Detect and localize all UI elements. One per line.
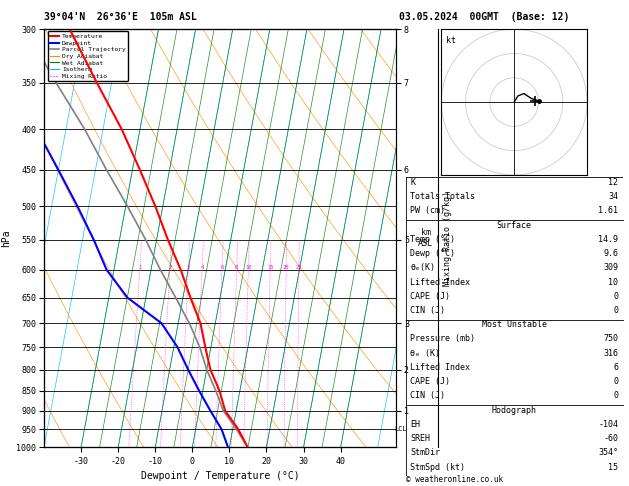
Text: kt: kt	[446, 36, 456, 46]
Text: CIN (J): CIN (J)	[410, 391, 445, 400]
Text: -104: -104	[598, 420, 618, 429]
Text: 20: 20	[283, 265, 289, 270]
Text: 3: 3	[187, 265, 190, 270]
Y-axis label: Mixing Ratio (g/kg): Mixing Ratio (g/kg)	[443, 191, 452, 286]
Text: 25: 25	[296, 265, 302, 270]
Text: CIN (J): CIN (J)	[410, 306, 445, 315]
Text: θₑ(K): θₑ(K)	[410, 263, 435, 272]
Text: 10: 10	[245, 265, 252, 270]
Text: Lifted Index: Lifted Index	[410, 363, 470, 372]
Text: 6: 6	[220, 265, 223, 270]
Text: Temp (°C): Temp (°C)	[410, 235, 455, 244]
Text: Lifted Index: Lifted Index	[410, 278, 470, 287]
Text: Most Unstable: Most Unstable	[482, 320, 547, 329]
Text: StmDir: StmDir	[410, 448, 440, 457]
Text: 03.05.2024  00GMT  (Base: 12): 03.05.2024 00GMT (Base: 12)	[399, 12, 570, 22]
Text: PW (cm): PW (cm)	[410, 207, 445, 215]
Text: SREH: SREH	[410, 434, 430, 443]
Text: Pressure (mb): Pressure (mb)	[410, 334, 475, 344]
Text: 0: 0	[613, 306, 618, 315]
Text: Dewp (°C): Dewp (°C)	[410, 249, 455, 258]
Text: -60: -60	[603, 434, 618, 443]
Text: 1.61: 1.61	[598, 207, 618, 215]
Text: 309: 309	[603, 263, 618, 272]
Text: 9.6: 9.6	[603, 249, 618, 258]
Text: 15: 15	[608, 463, 618, 471]
Text: Hodograph: Hodograph	[492, 406, 537, 415]
Text: CAPE (J): CAPE (J)	[410, 377, 450, 386]
Text: K: K	[410, 178, 415, 187]
Text: © weatheronline.co.uk: © weatheronline.co.uk	[406, 474, 503, 484]
Text: 2: 2	[168, 265, 172, 270]
Text: 0: 0	[613, 377, 618, 386]
Text: Surface: Surface	[497, 221, 532, 229]
Text: 6: 6	[613, 363, 618, 372]
Text: θₑ (K): θₑ (K)	[410, 348, 440, 358]
Text: 0: 0	[613, 391, 618, 400]
Text: 354°: 354°	[598, 448, 618, 457]
Text: 750: 750	[603, 334, 618, 344]
Text: 8: 8	[235, 265, 238, 270]
Y-axis label: hPa: hPa	[1, 229, 11, 247]
Text: 34: 34	[608, 192, 618, 201]
Text: 0: 0	[613, 292, 618, 301]
Text: 39°04'N  26°36'E  105m ASL: 39°04'N 26°36'E 105m ASL	[44, 12, 197, 22]
Text: 14.9: 14.9	[598, 235, 618, 244]
Text: 316: 316	[603, 348, 618, 358]
Text: Totals Totals: Totals Totals	[410, 192, 475, 201]
Text: 4: 4	[201, 265, 204, 270]
Text: EH: EH	[410, 420, 420, 429]
Text: LCL: LCL	[394, 426, 407, 433]
Text: 1: 1	[138, 265, 142, 270]
Legend: Temperature, Dewpoint, Parcel Trajectory, Dry Adiabat, Wet Adiabat, Isotherm, Mi: Temperature, Dewpoint, Parcel Trajectory…	[48, 31, 128, 81]
Text: StmSpd (kt): StmSpd (kt)	[410, 463, 465, 471]
Text: CAPE (J): CAPE (J)	[410, 292, 450, 301]
Text: 12: 12	[608, 178, 618, 187]
Text: 10: 10	[608, 278, 618, 287]
Y-axis label: km
ASL: km ASL	[418, 228, 433, 248]
X-axis label: Dewpoint / Temperature (°C): Dewpoint / Temperature (°C)	[141, 471, 299, 482]
Text: 15: 15	[267, 265, 274, 270]
